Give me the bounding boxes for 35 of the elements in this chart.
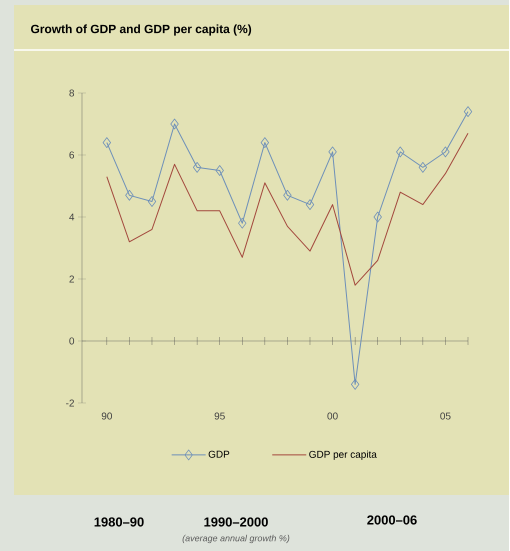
legend-label: GDP [208,450,230,458]
point [418,162,428,173]
point [102,137,112,148]
point [193,162,202,173]
point [260,137,270,148]
text: (average annual growth %) [182,534,290,544]
text: 1980–90 [94,517,144,527]
y-tick-label: 8 [70,89,74,97]
point [351,378,360,390]
legend-label: GDP per capita [309,450,377,460]
chart-title: Growth of GDP and GDP per capita (%) [31,24,252,36]
point [441,146,450,158]
point [306,199,314,210]
y-tick-label: 6 [70,151,74,159]
point [396,146,405,158]
point [148,196,156,207]
point [238,218,247,229]
point [374,212,382,222]
line-series [106,132,469,286]
point [283,190,292,201]
y-tick-label: 0 [69,337,74,345]
y-tick-label: -2 [66,400,74,406]
x-tick-label: 00 [328,412,338,420]
y-tick-label: 4 [69,214,74,220]
y-tick-label: 2 [70,276,74,282]
point [216,165,224,176]
point [125,190,134,201]
point [328,146,337,158]
point [464,106,472,117]
x-tick-label: 90 [102,412,112,420]
x-tick-label: 05 [440,412,451,420]
point [170,118,179,130]
text: 1990–2000 [204,517,268,527]
x-tick-label: 95 [214,412,225,420]
text: 2000–06 [367,515,417,525]
